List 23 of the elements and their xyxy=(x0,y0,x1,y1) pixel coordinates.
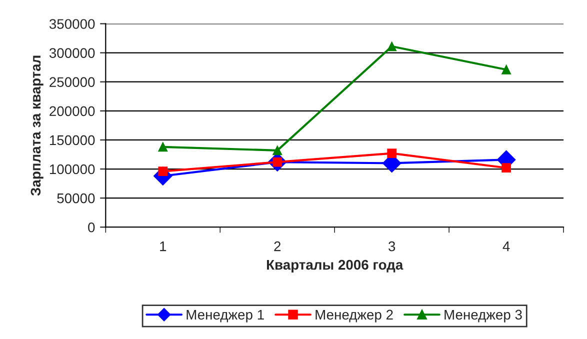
x-tick-label: 4 xyxy=(502,242,510,252)
point xyxy=(158,142,168,152)
y-tick-label: 150000 xyxy=(50,135,95,146)
y-tick-label: 350000 xyxy=(49,19,95,29)
x-tick-label: 1 xyxy=(160,242,166,252)
x-tick-label: 2 xyxy=(274,241,281,252)
y-tick-label: 250000 xyxy=(50,77,95,88)
point xyxy=(387,148,397,158)
y-axis-title: Зарплата за квартал xyxy=(30,56,44,196)
legend-label: Менеджер 1 xyxy=(186,310,264,322)
x-axis-title: Кварталы 2006 года xyxy=(266,260,404,272)
point xyxy=(502,64,511,74)
y-tick-label: 0 xyxy=(88,222,95,232)
y-tick-label: 200000 xyxy=(50,106,95,116)
legend-label: Менеджер 2 xyxy=(316,310,393,322)
point xyxy=(272,146,282,156)
y-tick-label: 100000 xyxy=(50,164,95,174)
legend-label: Менеджер 3 xyxy=(444,310,522,322)
point xyxy=(502,163,511,173)
point xyxy=(387,42,397,52)
y-tick-label: 50000 xyxy=(57,193,95,204)
x-tick-label: 3 xyxy=(388,241,396,252)
y-tick-label: 300000 xyxy=(49,48,95,58)
